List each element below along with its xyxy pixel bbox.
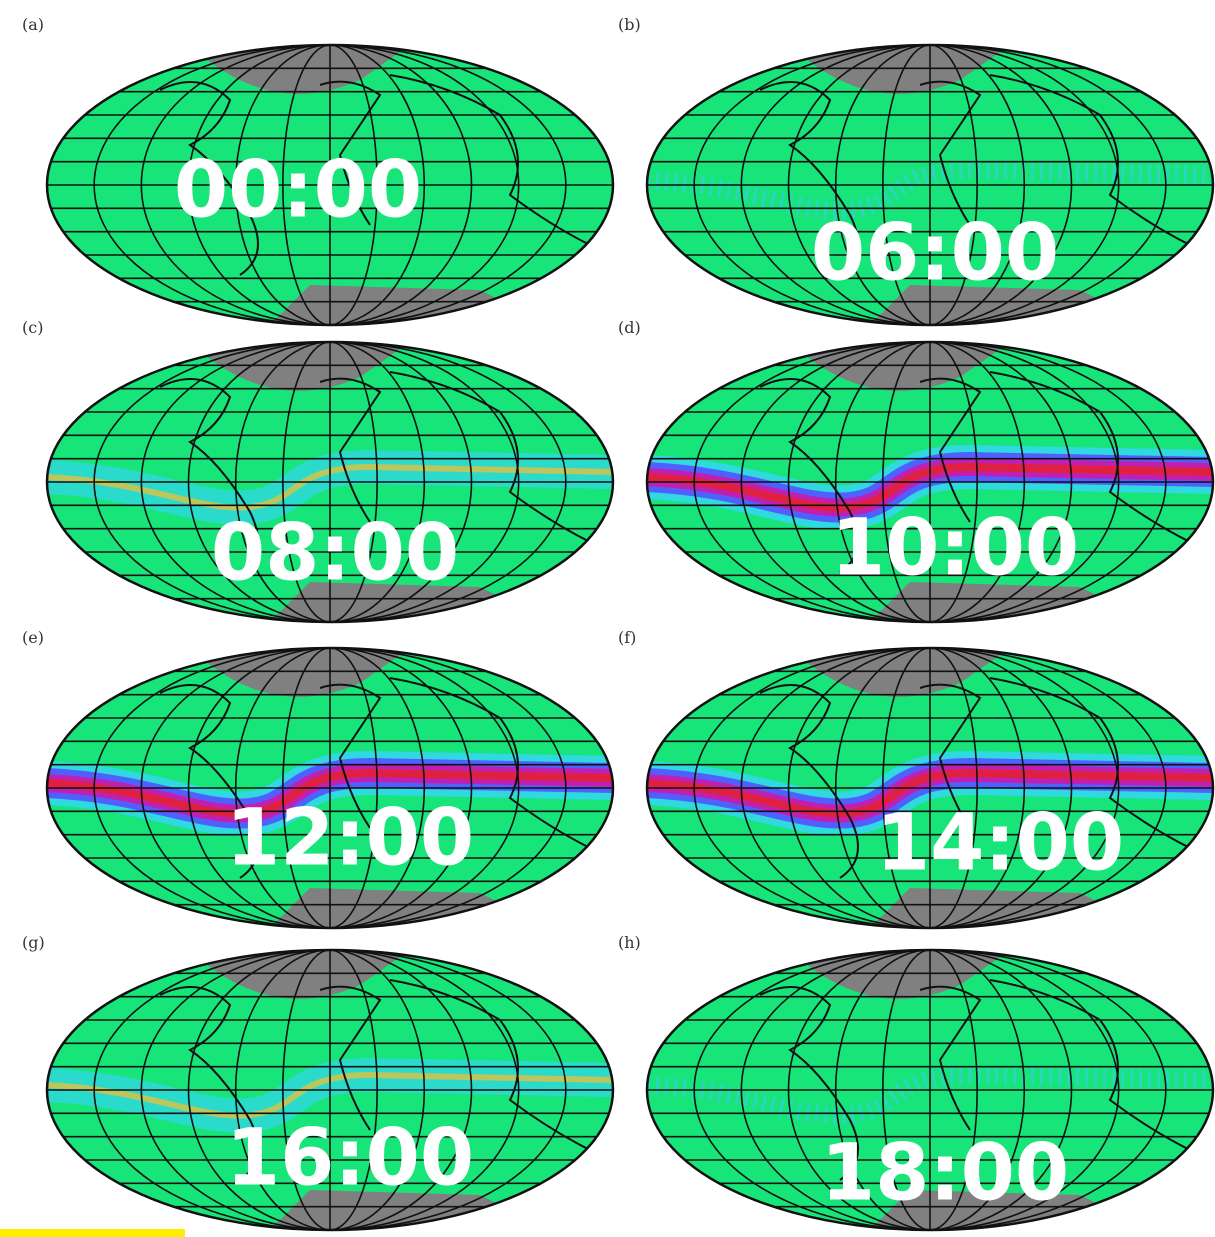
- polar-cap: [190, 648, 410, 697]
- panel-label: (a): [22, 15, 44, 34]
- time-label: 06:00: [811, 208, 1059, 298]
- map-outline: [645, 43, 1215, 327]
- polar-cap: [790, 342, 1010, 391]
- map-body: [47, 648, 613, 928]
- map-outline: [45, 646, 615, 930]
- time-label: 18:00: [821, 1128, 1069, 1218]
- time-label: 12:00: [226, 793, 474, 883]
- map-panel: (e) 12:00: [22, 628, 615, 930]
- coastline: [759, 74, 1191, 276]
- polar-cap: [790, 950, 1010, 999]
- band: [647, 462, 1213, 512]
- time-label: 10:00: [831, 503, 1079, 593]
- coastline: [759, 677, 1191, 879]
- panel-label: (e): [22, 628, 44, 647]
- map-outline: [45, 340, 615, 624]
- map-body: [647, 648, 1213, 928]
- map-body: [47, 950, 613, 1230]
- map-panel: (d) 10:00: [618, 318, 1215, 624]
- polar-cap: [190, 950, 410, 999]
- map-outline: [645, 948, 1215, 1232]
- coastline: [159, 371, 591, 573]
- panel-label: (c): [22, 318, 43, 337]
- coastline: [759, 371, 1191, 573]
- map-panel: (a) 00:00: [22, 15, 615, 327]
- coastline: [759, 979, 1191, 1181]
- panel-label: (g): [22, 933, 45, 952]
- panel-label: (h): [618, 933, 641, 952]
- map-body: [47, 45, 613, 325]
- map-panel: (h) 18:00: [618, 933, 1215, 1232]
- time-label: 16:00: [226, 1113, 474, 1203]
- time-label: 08:00: [211, 508, 459, 598]
- time-label: 14:00: [876, 798, 1124, 888]
- map-body: [47, 342, 613, 622]
- map-body: [647, 342, 1213, 622]
- time-label: 00:00: [174, 145, 422, 235]
- map-panel: (b) 06:00: [618, 15, 1215, 327]
- panel-label: (f): [618, 628, 636, 647]
- coastline: [159, 677, 591, 879]
- polar-cap: [190, 342, 410, 391]
- panel-label: (b): [618, 15, 641, 34]
- coastline: [159, 979, 591, 1181]
- coastline: [159, 74, 591, 276]
- map-body: [647, 950, 1213, 1230]
- map-panel: (g) 16:00: [22, 933, 615, 1232]
- panel-label: (d): [618, 318, 641, 337]
- map-body: [647, 45, 1213, 325]
- band: [47, 1071, 613, 1119]
- map-panel: (c) 08:00: [22, 318, 615, 624]
- band: [47, 463, 613, 511]
- map-outline: [45, 43, 615, 327]
- polar-cap: [790, 45, 1010, 94]
- map-outline: [45, 948, 615, 1232]
- map-panel: (f) 14:00: [618, 628, 1215, 930]
- map-outline: [645, 340, 1215, 624]
- band: [647, 768, 1213, 818]
- map-outline: [645, 646, 1215, 930]
- highlight-strip: [0, 1229, 185, 1237]
- polar-cap: [190, 45, 410, 94]
- band: [47, 768, 613, 818]
- polar-cap: [790, 648, 1010, 697]
